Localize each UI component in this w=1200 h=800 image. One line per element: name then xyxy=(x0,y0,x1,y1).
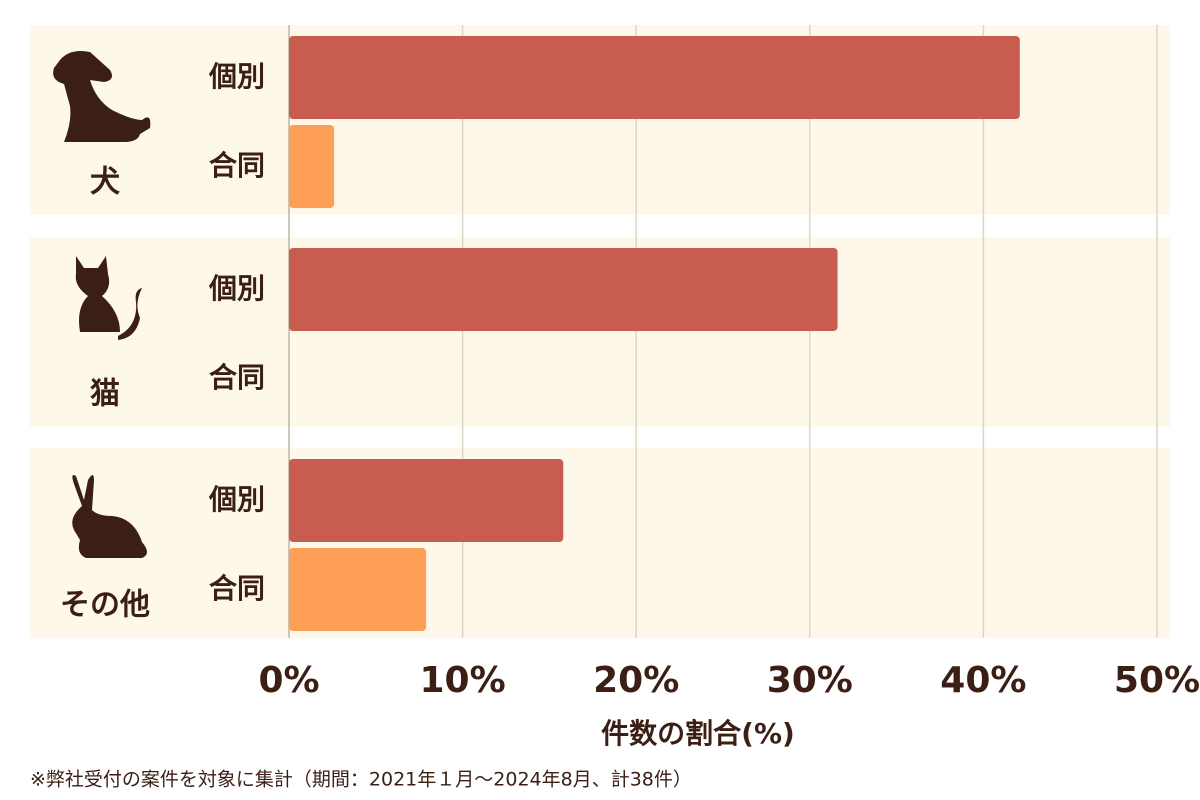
x-tick-label: 40% xyxy=(940,660,1026,701)
rabbit-icon xyxy=(72,475,147,558)
series-label: 合同 xyxy=(209,572,265,605)
series-label: 個別 xyxy=(208,483,265,516)
x-tick-label: 20% xyxy=(593,660,679,701)
x-tick-label: 50% xyxy=(1114,660,1200,701)
footnote: ※弊社受付の案件を対象に集計（期間：2021年１月〜2024年8月、計38件） xyxy=(30,769,692,791)
cat-icon xyxy=(75,256,142,340)
series-label: 合同 xyxy=(209,149,265,182)
category-label: 犬 xyxy=(90,165,120,200)
category-label: その他 xyxy=(60,588,150,623)
x-tick-label: 30% xyxy=(767,660,853,701)
bar xyxy=(289,125,335,208)
x-tick-label: 0% xyxy=(258,660,319,701)
x-tick-label: 10% xyxy=(420,660,506,701)
category-label: 猫 xyxy=(90,377,120,412)
dog-icon xyxy=(53,51,151,142)
series-label: 合同 xyxy=(209,361,265,394)
bar xyxy=(289,248,838,331)
bar xyxy=(289,459,564,542)
series-label: 個別 xyxy=(208,272,265,305)
bar xyxy=(289,36,1020,119)
x-axis-title: 件数の割合(%) xyxy=(601,717,795,750)
series-label: 個別 xyxy=(208,60,265,93)
panel xyxy=(30,448,1170,638)
bar xyxy=(289,548,427,631)
